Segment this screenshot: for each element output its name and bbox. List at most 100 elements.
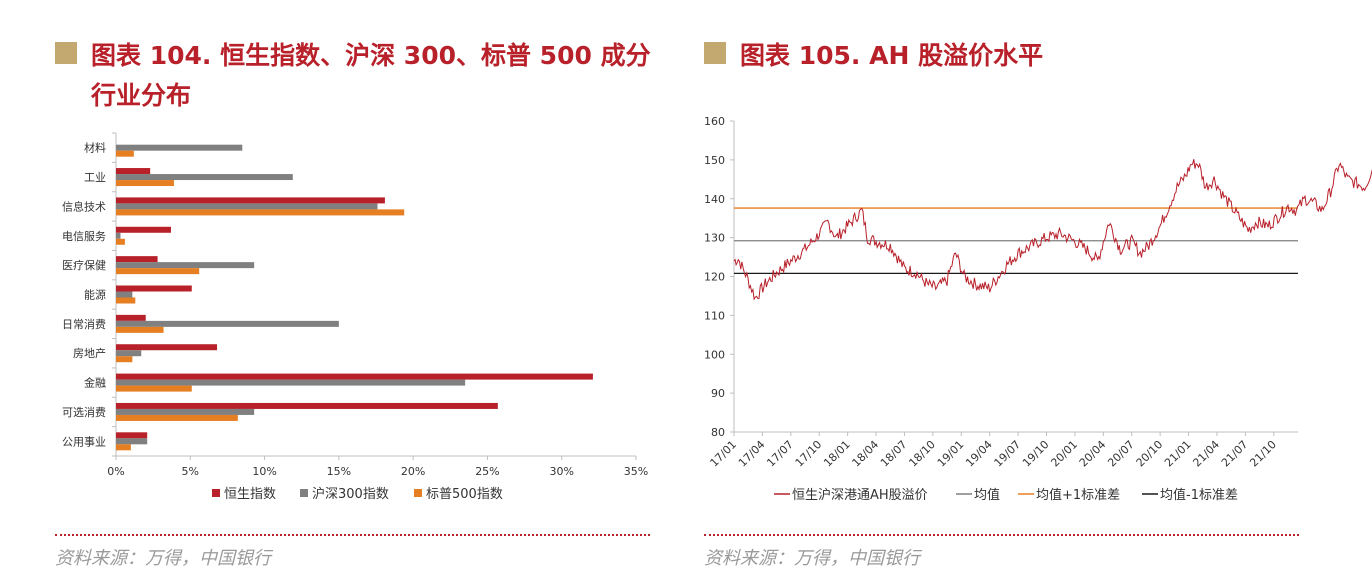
right-panel: 图表 105. AH 股溢价水平 160 150 140 130 120 110 100 90… — [686, 0, 1372, 574]
bar — [116, 150, 134, 157]
right-title-row: 图表 105. AH 股溢价水平 — [704, 36, 1320, 76]
x-tick-label: 21/10 — [1247, 438, 1279, 470]
x-tick-label: 19/10 — [1020, 438, 1052, 470]
legend-swatch — [212, 489, 220, 497]
x-tick-label: 17/01 — [708, 438, 740, 470]
x-tick-label: 30% — [549, 465, 573, 478]
x-tick-label: 18/10 — [906, 438, 938, 470]
bar — [116, 291, 133, 298]
y-tick-label: 130 — [704, 232, 725, 245]
legend-label: 恒生指数 — [224, 487, 276, 502]
x-tick-label: 20/01 — [1048, 438, 1080, 470]
x-tick-label: 19/04 — [963, 438, 995, 470]
bar — [116, 197, 385, 204]
y-tick-label: 150 — [704, 154, 725, 167]
bar — [116, 262, 255, 269]
bar — [116, 180, 174, 187]
y-tick-label: 100 — [704, 348, 725, 361]
x-tick-label: 17/04 — [736, 438, 768, 470]
legend-label: 标普500指数 — [426, 487, 503, 502]
y-tick-label: 160 — [704, 115, 725, 128]
x-tick-label: 10% — [252, 465, 276, 478]
legend-swatch — [300, 489, 308, 497]
line-chart: 160 150 140 130 120 110 100 90 8017/0117/0417/07… — [704, 115, 1372, 503]
right-chart-title: 图表 105. AH 股溢价水平 — [740, 41, 1044, 70]
right-source-note: 资料来源：万得，中国银行 — [704, 548, 920, 569]
bar — [116, 373, 593, 380]
y-tick-label: 90 — [711, 387, 725, 400]
x-tick-label: 18/04 — [850, 438, 882, 470]
x-tick-label: 19/07 — [992, 438, 1024, 470]
category-label: 医疗保健 — [62, 258, 106, 272]
bar — [116, 174, 293, 181]
category-label: 房地产 — [73, 346, 106, 360]
left-title-row: 图表 104. 恒生指数、沪深 300、标普 500 成分行业分布 — [55, 36, 671, 116]
title-marker-icon — [55, 42, 77, 64]
bar — [116, 314, 146, 321]
bar — [116, 268, 200, 275]
x-tick-label: 17/07 — [764, 438, 796, 470]
bar — [116, 320, 339, 327]
y-tick-label: 80 — [711, 426, 725, 439]
bar — [116, 144, 243, 151]
x-tick-label: 15% — [327, 465, 351, 478]
legend-label: 均值-1标准差 — [1160, 487, 1238, 503]
bar — [116, 356, 133, 363]
bar — [116, 402, 498, 409]
category-label: 可选消费 — [62, 405, 106, 419]
category-label: 日常消费 — [62, 317, 106, 331]
legend-label: 均值+1标准差 — [1036, 487, 1120, 503]
bar — [116, 256, 158, 263]
x-tick-label: 20/04 — [1077, 438, 1109, 470]
x-tick-label: 19/01 — [935, 438, 967, 470]
category-label: 工业 — [84, 171, 106, 184]
bar — [116, 209, 405, 216]
category-label: 金融 — [84, 376, 106, 390]
bar — [116, 379, 466, 386]
x-tick-label: 21/01 — [1162, 438, 1194, 470]
category-label: 电信服务 — [62, 230, 106, 243]
legend-label: 均值 — [974, 487, 1000, 503]
left-panel: 图表 104. 恒生指数、沪深 300、标普 500 成分行业分布 材料工业信息… — [55, 36, 671, 569]
ah-premium-line — [733, 159, 1372, 301]
category-label: 信息技术 — [62, 199, 106, 213]
y-tick-label: 120 — [704, 271, 725, 284]
bar — [116, 232, 121, 239]
category-label: 材料 — [84, 141, 106, 155]
bar — [116, 408, 255, 415]
title-marker-icon — [704, 42, 726, 64]
left-source-note: 资料来源：万得，中国银行 — [55, 548, 271, 569]
bar — [116, 326, 164, 333]
category-label: 公用事业 — [62, 435, 106, 448]
x-tick-label: 21/04 — [1190, 438, 1222, 470]
x-tick-label: 20/10 — [1134, 438, 1166, 470]
legend-label: 恒生沪深港通AH股溢价 — [792, 487, 928, 503]
bar — [116, 285, 192, 292]
x-tick-label: 18/01 — [821, 438, 853, 470]
bar — [116, 344, 218, 351]
y-tick-label: 140 — [704, 193, 725, 206]
x-tick-label: 25% — [475, 465, 499, 478]
bar — [116, 168, 151, 175]
right-source-divider — [704, 534, 1299, 536]
legend-label: 沪深300指数 — [312, 486, 389, 502]
x-tick-label: 0% — [107, 465, 124, 478]
left-source-divider — [55, 534, 650, 536]
x-tick-label: 17/10 — [793, 438, 825, 470]
bar — [116, 297, 136, 304]
bar — [116, 444, 131, 451]
x-tick-label: 20% — [401, 465, 425, 478]
bar — [116, 350, 142, 357]
x-tick-label: 18/07 — [878, 438, 910, 470]
legend-swatch — [414, 489, 422, 497]
bar — [116, 226, 171, 233]
category-label: 能源 — [84, 288, 106, 302]
bar — [116, 432, 148, 439]
bar — [116, 414, 238, 421]
bar — [116, 238, 125, 245]
bar — [116, 385, 192, 392]
bar — [116, 438, 148, 445]
y-tick-label: 110 — [704, 309, 725, 322]
bar — [116, 203, 378, 210]
